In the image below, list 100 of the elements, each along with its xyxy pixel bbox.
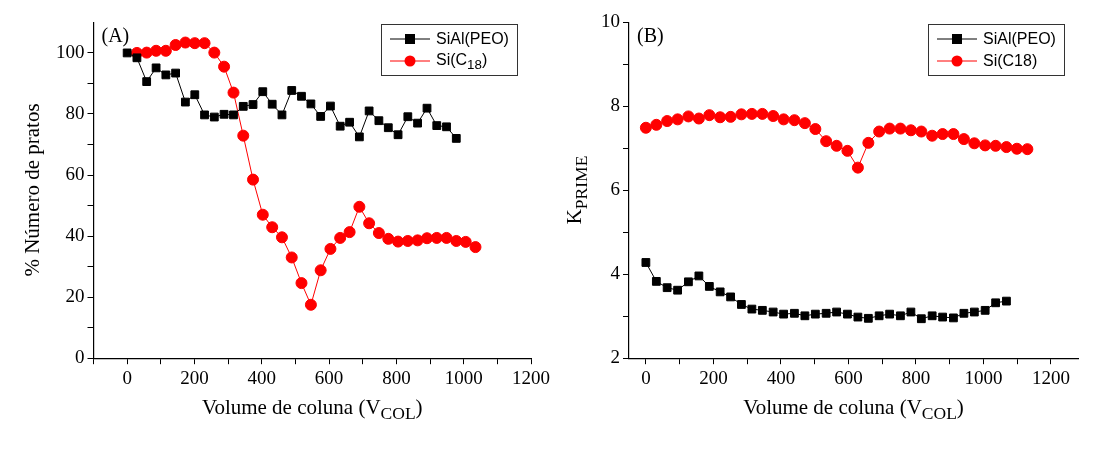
point <box>247 173 260 186</box>
point <box>324 242 337 255</box>
point <box>957 133 970 146</box>
point <box>798 117 811 130</box>
point <box>641 258 651 267</box>
point <box>894 122 907 135</box>
point <box>726 292 736 302</box>
point <box>364 106 374 116</box>
point <box>180 97 190 107</box>
point <box>767 110 780 122</box>
point <box>747 304 757 314</box>
y-tick-label: 100 <box>56 40 85 62</box>
point <box>451 134 461 143</box>
point <box>363 217 376 230</box>
x-tick-label: 600 <box>834 366 863 388</box>
point <box>862 136 875 149</box>
point <box>403 112 413 122</box>
point <box>989 139 1002 152</box>
x-tick-label: 600 <box>314 366 344 388</box>
point <box>169 38 182 51</box>
point <box>662 283 672 293</box>
point <box>287 86 297 95</box>
point <box>661 115 674 128</box>
point <box>1000 141 1013 154</box>
annotation: (B) <box>637 24 664 48</box>
point <box>800 311 810 321</box>
point <box>873 125 886 138</box>
point <box>306 99 316 109</box>
point <box>938 312 948 322</box>
point <box>843 309 852 319</box>
point <box>979 139 992 152</box>
point <box>980 305 990 315</box>
point <box>422 103 432 113</box>
point <box>343 226 356 239</box>
y-tick-label: 6 <box>610 178 620 200</box>
legend-label: SiAl(PEO) <box>436 30 509 49</box>
point <box>345 117 354 127</box>
point <box>883 122 896 135</box>
point <box>218 60 231 73</box>
point <box>650 118 663 131</box>
point <box>968 137 981 150</box>
y-tick-label: 8 <box>610 94 620 116</box>
point <box>830 139 843 152</box>
x-tick-label: 1200 <box>512 366 550 388</box>
point <box>248 100 258 109</box>
y-tick-label: 0 <box>75 346 85 368</box>
point <box>140 46 153 59</box>
point <box>737 300 746 309</box>
point <box>639 121 652 134</box>
point <box>326 101 335 111</box>
point <box>724 110 737 123</box>
point <box>904 124 917 137</box>
point <box>411 234 424 247</box>
y-tick-label: 10 <box>601 10 620 32</box>
y-axis-title: % Número de pratos <box>19 103 45 277</box>
point <box>991 298 1001 308</box>
point <box>413 118 422 128</box>
point <box>383 123 393 133</box>
x-tick-label: 1200 <box>1031 366 1070 388</box>
x-axis-title: Volume de coluna (V$_{COL}$) <box>743 395 964 425</box>
point <box>198 37 211 50</box>
x-tick-label: 800 <box>901 366 931 388</box>
x-tick-label: 0 <box>122 366 132 388</box>
x-tick-label: 0 <box>641 366 651 388</box>
point <box>915 125 928 138</box>
point <box>200 110 209 120</box>
point <box>926 129 939 142</box>
point <box>297 91 306 101</box>
point <box>768 307 778 317</box>
point <box>314 264 327 277</box>
legend-label: SiAl(PEO) <box>983 30 1056 49</box>
y-tick-label: 60 <box>65 163 85 185</box>
point <box>757 305 767 315</box>
point <box>374 116 384 126</box>
point <box>159 44 172 57</box>
point <box>851 161 864 174</box>
point <box>372 227 385 240</box>
point <box>682 110 695 123</box>
point <box>459 235 472 248</box>
point <box>832 307 842 317</box>
point <box>777 113 790 126</box>
point <box>756 107 769 120</box>
point <box>703 109 716 122</box>
point <box>809 123 822 136</box>
point <box>295 277 308 290</box>
point <box>692 112 705 125</box>
point <box>788 114 801 127</box>
point <box>430 231 443 244</box>
point <box>190 90 200 100</box>
point <box>916 314 926 324</box>
point <box>969 307 979 317</box>
point <box>906 307 916 317</box>
point <box>209 112 219 122</box>
point <box>896 311 905 321</box>
point <box>334 231 347 244</box>
x-tick-label: 1000 <box>964 366 1003 388</box>
point <box>266 221 279 234</box>
point <box>304 298 317 311</box>
x-tick-label: 800 <box>382 366 411 388</box>
x-tick-label: 200 <box>180 366 209 388</box>
